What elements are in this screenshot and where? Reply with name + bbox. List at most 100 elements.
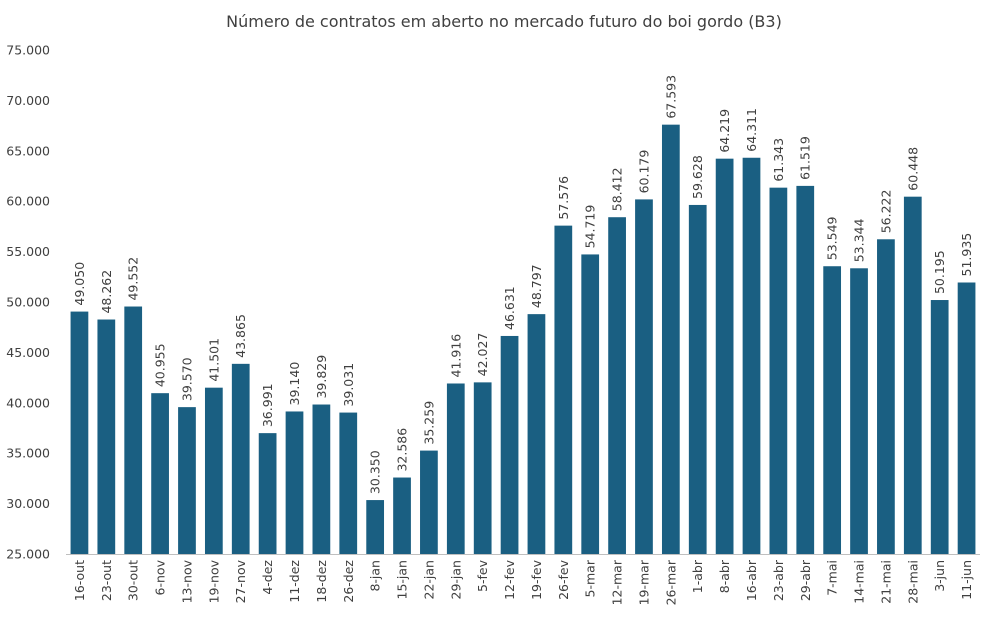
x-tick-label: 11-dez	[287, 560, 302, 603]
data-label: 39.140	[287, 362, 302, 406]
bar	[903, 196, 922, 554]
bar	[285, 411, 304, 554]
bar	[877, 239, 895, 554]
x-tick-label: 12-fev	[502, 559, 517, 600]
x-tick-label: 28-mai	[905, 560, 920, 604]
bar	[661, 124, 680, 554]
bar	[823, 266, 842, 554]
data-label: 51.935	[959, 233, 974, 277]
bar	[473, 382, 492, 554]
y-tick-label: 30.000	[6, 496, 50, 511]
data-label: 59.628	[690, 155, 705, 199]
y-tick-label: 60.000	[6, 194, 50, 209]
data-label: 49.050	[72, 262, 87, 306]
x-tick-label: 27-nov	[233, 559, 248, 603]
x-tick-label: 16-out	[72, 560, 87, 601]
data-label: 39.031	[341, 363, 356, 407]
data-label: 46.631	[502, 286, 517, 330]
data-label: 67.593	[663, 75, 678, 119]
x-tick-label: 23-out	[99, 560, 114, 601]
data-label: 36.991	[260, 383, 275, 427]
x-tick-label: 30-out	[126, 560, 141, 601]
x-tick-label: 5-mar	[583, 559, 598, 597]
data-label: 39.570	[179, 357, 194, 401]
x-tick-label: 19-mar	[636, 559, 651, 605]
data-label: 39.829	[314, 355, 329, 399]
bar	[258, 433, 277, 554]
data-label: 64.219	[717, 109, 732, 153]
data-label: 48.262	[99, 270, 114, 314]
x-tick-label: 8-jan	[368, 560, 383, 592]
x-tick-label: 7-mai	[825, 560, 840, 596]
bar	[312, 404, 331, 554]
x-tick-label: 26-dez	[341, 560, 356, 603]
data-label: 60.448	[905, 147, 920, 191]
bar	[124, 306, 143, 554]
data-label: 61.343	[771, 138, 786, 182]
chart-title: Número de contratos em aberto no mercado…	[226, 12, 782, 31]
data-label: 35.259	[421, 401, 436, 445]
x-tick-label: 1-abr	[690, 559, 705, 593]
x-tick-label: 11-jun	[959, 560, 974, 600]
x-tick-label: 22-jan	[421, 560, 436, 599]
data-label: 41.501	[206, 338, 221, 382]
bar	[742, 157, 761, 554]
x-tick-label: 5-fev	[475, 559, 490, 592]
bar	[393, 477, 411, 554]
x-tick-label: 23-abr	[771, 559, 786, 601]
x-tick-label: 19-nov	[206, 559, 221, 603]
y-tick-label: 55.000	[6, 244, 50, 259]
data-label: 32.586	[395, 428, 410, 472]
bar	[796, 185, 815, 554]
data-label: 58.412	[610, 167, 625, 211]
x-tick-label: 29-jan	[448, 560, 463, 599]
bar	[957, 282, 976, 554]
data-label: 53.344	[852, 219, 867, 263]
bar	[527, 314, 546, 554]
x-tick-label: 26-mar	[663, 559, 678, 605]
x-tick-label: 3-jun	[932, 560, 947, 592]
x-tick-label: 21-mai	[878, 560, 893, 604]
y-tick-label: 35.000	[6, 446, 50, 461]
bar	[97, 319, 116, 554]
x-tick-label: 8-abr	[717, 559, 732, 593]
x-tick-label: 14-mai	[852, 560, 867, 604]
bar	[339, 412, 358, 554]
bar	[231, 363, 250, 554]
bar	[850, 268, 868, 554]
y-tick-label: 75.000	[6, 43, 50, 58]
x-tick-label: 16-abr	[744, 559, 759, 601]
y-tick-label: 45.000	[6, 345, 50, 360]
x-tick-label: 18-dez	[314, 560, 329, 603]
bar	[204, 387, 223, 554]
data-label: 60.179	[636, 150, 651, 194]
x-tick-label: 4-dez	[260, 560, 275, 595]
y-tick-label: 40.000	[6, 395, 50, 410]
data-label: 49.552	[126, 257, 141, 301]
data-label: 57.576	[556, 176, 571, 220]
bar	[151, 393, 169, 554]
bar	[769, 187, 788, 554]
data-label: 40.955	[153, 343, 168, 387]
bar	[635, 199, 653, 554]
bar	[581, 254, 600, 554]
x-tick-label: 15-jan	[395, 560, 410, 599]
data-label: 41.916	[448, 334, 463, 378]
y-axis-labels: 25.000 30.000 35.000 40.000 45.000 50.000 55.0…	[6, 43, 50, 562]
bar	[688, 204, 707, 554]
data-label: 56.222	[878, 190, 893, 234]
data-label: 53.549	[825, 216, 840, 260]
bar	[366, 500, 385, 554]
data-label: 64.311	[744, 108, 759, 152]
x-tick-label: 19-fev	[529, 559, 544, 600]
bar	[608, 217, 626, 554]
data-label: 42.027	[475, 333, 490, 377]
bar	[446, 383, 465, 554]
x-tick-label: 26-fev	[556, 559, 571, 600]
data-label: 30.350	[368, 450, 383, 494]
x-tick-label: 13-nov	[179, 559, 194, 603]
bar	[930, 300, 949, 554]
bar	[554, 225, 573, 554]
